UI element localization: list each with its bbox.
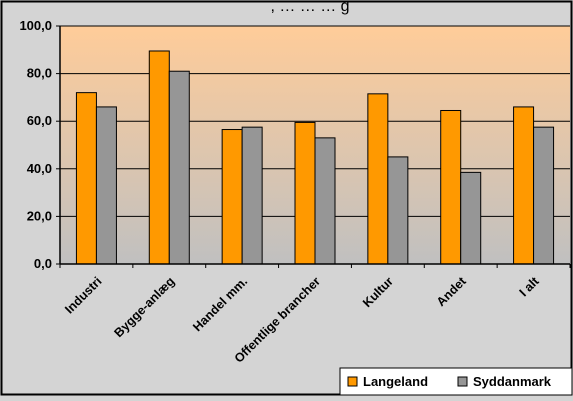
axes — [56, 25, 571, 268]
legend-box — [339, 367, 573, 396]
y-tick-label: 60,0 — [27, 113, 52, 128]
chart-title-fragment: , … … … g — [270, 0, 349, 15]
legend-label-langeland: Langeland — [363, 374, 428, 389]
bar-syddanmark-7 — [533, 126, 555, 265]
legend-swatch-langeland — [347, 376, 358, 387]
bar-syddanmark-2 — [168, 70, 190, 265]
bar-langeland-7 — [513, 106, 535, 265]
bar-langeland-3 — [221, 129, 243, 265]
legend-swatch-syddanmark — [457, 376, 468, 387]
y-tick-label: 20,0 — [27, 208, 52, 223]
bar-langeland-5 — [367, 93, 389, 265]
y-tick-label: 80,0 — [27, 66, 52, 81]
legend-label-syddanmark: Syddanmark — [473, 374, 552, 389]
bar-langeland-6 — [440, 109, 462, 265]
bar-syddanmark-3 — [241, 126, 263, 265]
y-tick-label: 40,0 — [27, 161, 52, 176]
bars — [75, 50, 555, 265]
bar-syddanmark-5 — [387, 156, 409, 265]
y-tick-label: 100,0 — [19, 18, 52, 33]
y-tick-label: 0,0 — [34, 256, 52, 271]
bar-syddanmark-1 — [95, 106, 117, 265]
bar-syddanmark-4 — [314, 137, 336, 265]
bar-syddanmark-6 — [460, 171, 482, 265]
legend: Langeland Syddanmark — [339, 367, 573, 396]
bar-langeland-4 — [294, 121, 316, 265]
bar-langeland-2 — [148, 50, 170, 265]
y-tick-labels: 0,0 20,0 40,0 60,0 80,0 100,0 — [19, 18, 52, 271]
bar-langeland-1 — [75, 92, 97, 265]
